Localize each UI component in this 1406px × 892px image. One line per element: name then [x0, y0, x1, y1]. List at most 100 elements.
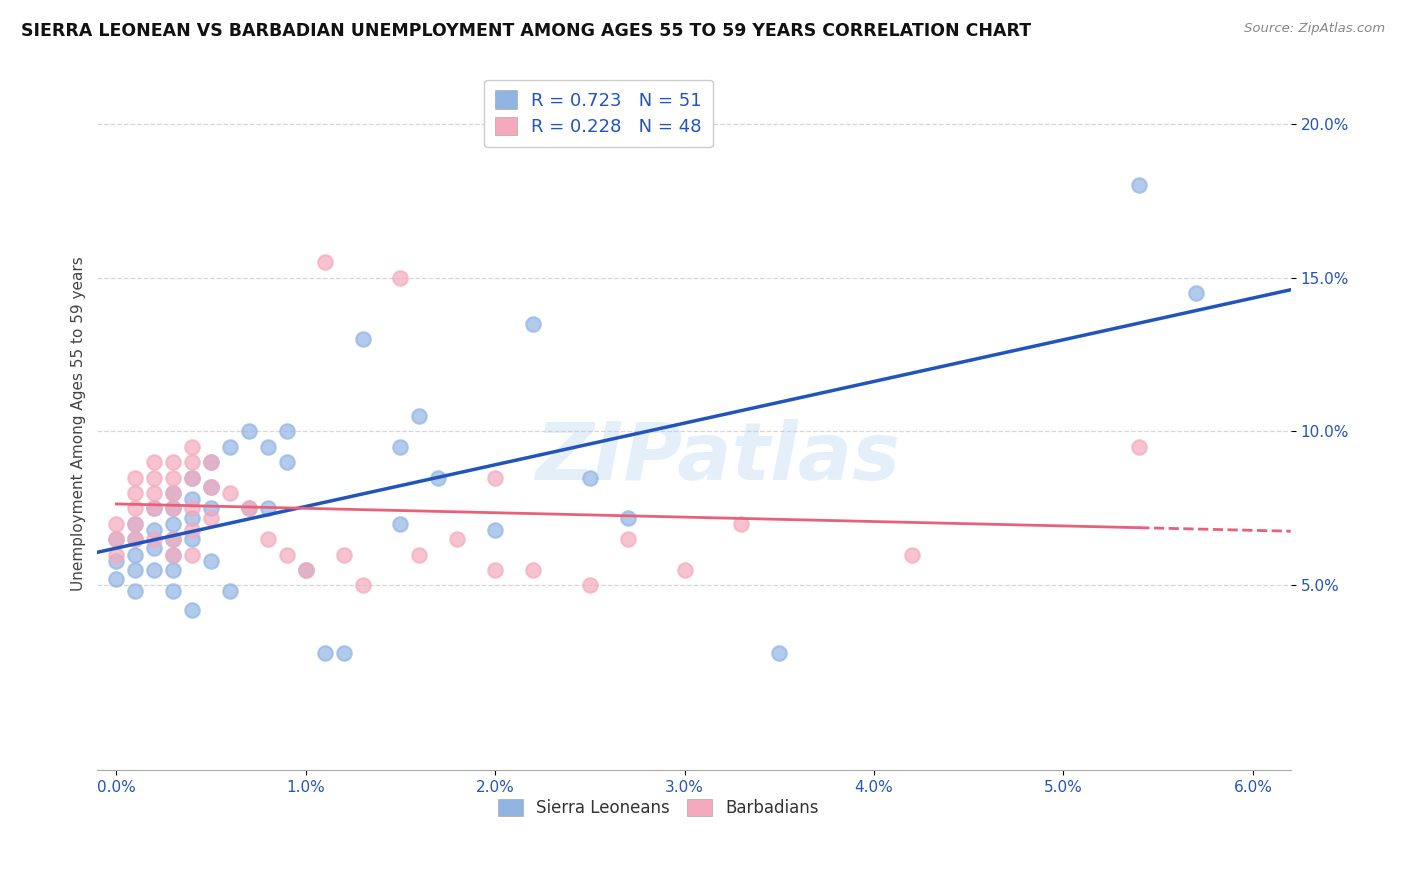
Point: [162, 470, 184, 484]
Point: [408, 548, 430, 562]
Point: [124, 486, 146, 500]
Point: [143, 523, 166, 537]
Point: [181, 492, 204, 507]
Point: [276, 425, 298, 439]
Point: [105, 572, 128, 586]
Point: [162, 486, 184, 500]
Point: [124, 532, 146, 546]
Point: [484, 563, 506, 577]
Point: [162, 516, 184, 531]
Point: [143, 455, 166, 469]
Point: [522, 563, 544, 577]
Point: [219, 486, 242, 500]
Point: [314, 255, 336, 269]
Point: [162, 563, 184, 577]
Point: [124, 516, 146, 531]
Point: [124, 470, 146, 484]
Point: [730, 516, 752, 531]
Point: [143, 532, 166, 546]
Point: [143, 470, 166, 484]
Point: [143, 563, 166, 577]
Point: [484, 470, 506, 484]
Point: [162, 532, 184, 546]
Point: [124, 501, 146, 516]
Point: [162, 501, 184, 516]
Point: [143, 541, 166, 556]
Point: [256, 532, 278, 546]
Y-axis label: Unemployment Among Ages 55 to 59 years: Unemployment Among Ages 55 to 59 years: [72, 256, 86, 591]
Point: [276, 548, 298, 562]
Point: [105, 548, 128, 562]
Point: [332, 646, 354, 660]
Point: [181, 603, 204, 617]
Point: [200, 554, 222, 568]
Point: [256, 501, 278, 516]
Point: [219, 584, 242, 599]
Point: [124, 532, 146, 546]
Point: [162, 455, 184, 469]
Point: [181, 548, 204, 562]
Point: [200, 501, 222, 516]
Point: [256, 440, 278, 454]
Point: [143, 501, 166, 516]
Point: [389, 270, 412, 285]
Point: [1185, 285, 1208, 300]
Point: [162, 548, 184, 562]
Point: [162, 532, 184, 546]
Point: [352, 332, 374, 346]
Point: [294, 563, 316, 577]
Point: [1128, 440, 1150, 454]
Point: [162, 584, 184, 599]
Point: [105, 532, 128, 546]
Point: [901, 548, 924, 562]
Point: [200, 455, 222, 469]
Point: [105, 554, 128, 568]
Point: [162, 548, 184, 562]
Point: [181, 532, 204, 546]
Point: [276, 455, 298, 469]
Point: [446, 532, 468, 546]
Point: [389, 516, 412, 531]
Point: [1128, 178, 1150, 193]
Point: [579, 578, 602, 592]
Point: [200, 480, 222, 494]
Point: [238, 425, 260, 439]
Point: [181, 470, 204, 484]
Point: [181, 523, 204, 537]
Point: [181, 440, 204, 454]
Point: [294, 563, 316, 577]
Point: [579, 470, 602, 484]
Text: Source: ZipAtlas.com: Source: ZipAtlas.com: [1244, 22, 1385, 36]
Point: [181, 501, 204, 516]
Point: [673, 563, 696, 577]
Point: [200, 480, 222, 494]
Point: [124, 584, 146, 599]
Point: [314, 646, 336, 660]
Point: [332, 548, 354, 562]
Point: [124, 548, 146, 562]
Point: [124, 516, 146, 531]
Point: [181, 455, 204, 469]
Point: [200, 455, 222, 469]
Point: [427, 470, 450, 484]
Point: [162, 486, 184, 500]
Point: [124, 563, 146, 577]
Point: [181, 470, 204, 484]
Point: [181, 510, 204, 524]
Point: [200, 510, 222, 524]
Legend: Sierra Leoneans, Barbadians: Sierra Leoneans, Barbadians: [491, 792, 825, 824]
Point: [522, 317, 544, 331]
Point: [105, 516, 128, 531]
Point: [616, 532, 638, 546]
Point: [105, 532, 128, 546]
Point: [162, 501, 184, 516]
Text: ZIPatlas: ZIPatlas: [536, 419, 900, 498]
Point: [238, 501, 260, 516]
Point: [143, 486, 166, 500]
Point: [389, 440, 412, 454]
Point: [352, 578, 374, 592]
Point: [616, 510, 638, 524]
Point: [408, 409, 430, 423]
Point: [768, 646, 790, 660]
Point: [484, 523, 506, 537]
